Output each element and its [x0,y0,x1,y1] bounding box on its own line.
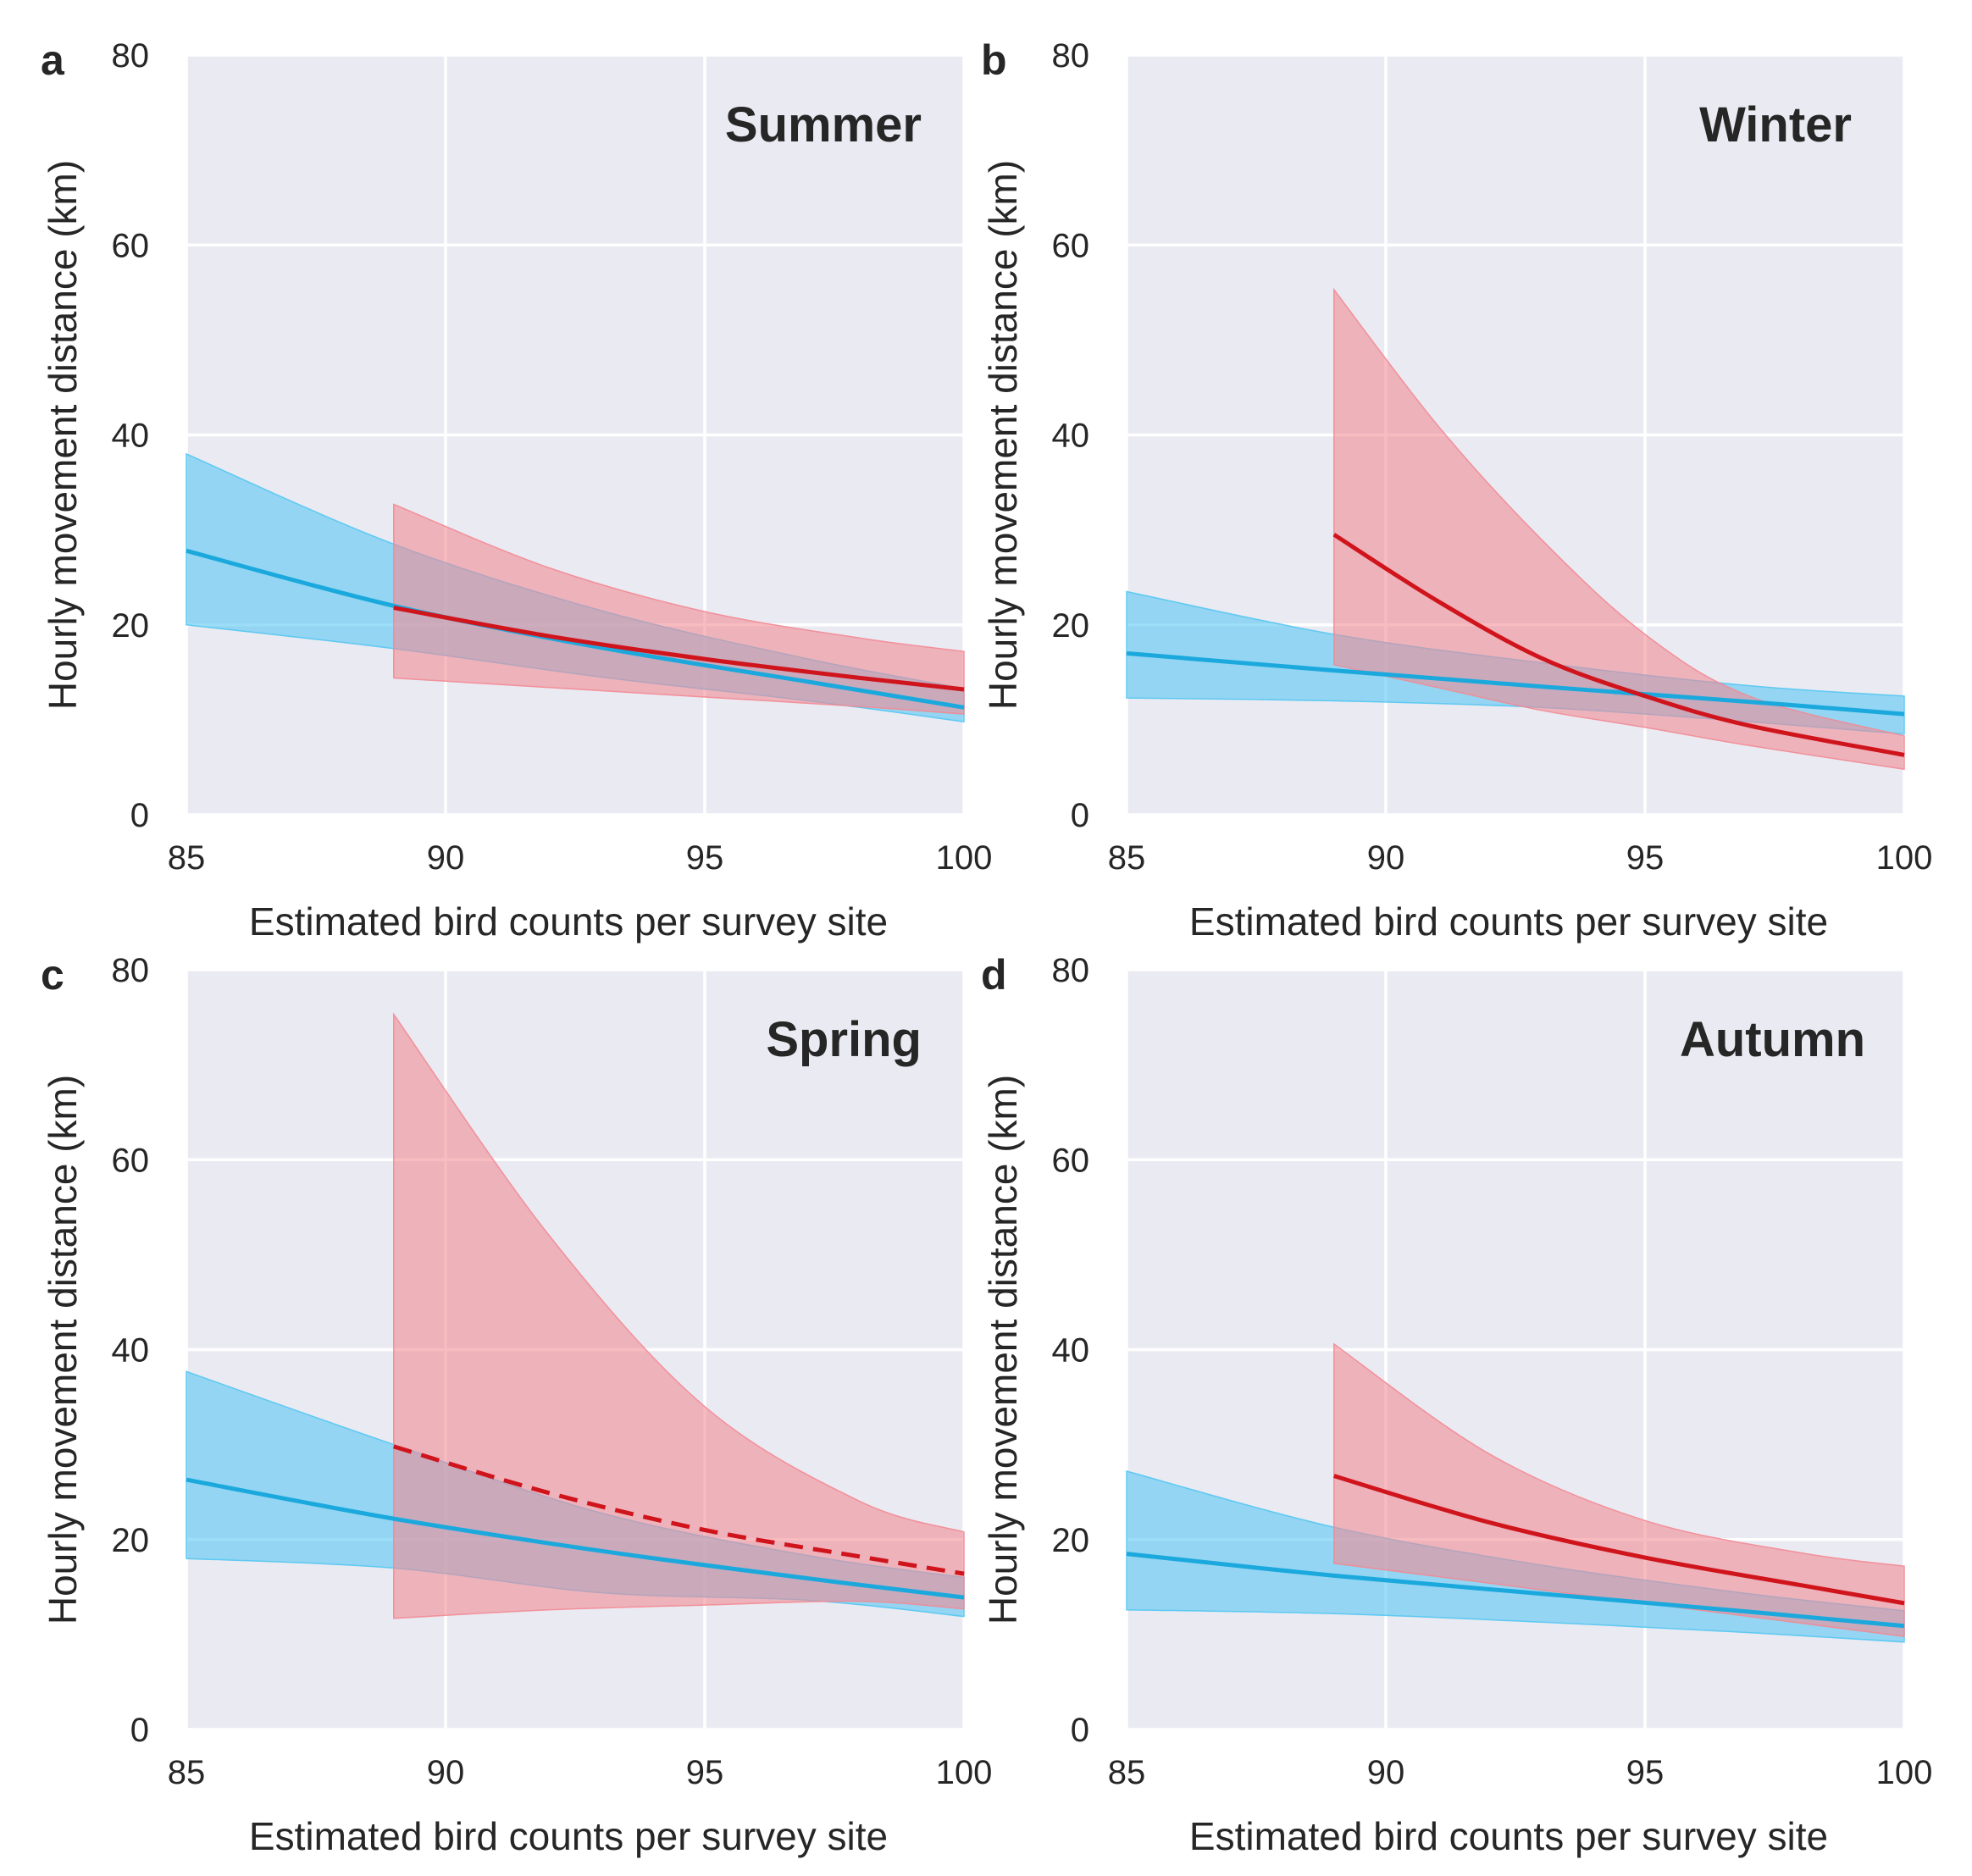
confidence-band-red [393,1012,965,1619]
series-line-red [1332,533,1905,757]
series-line-blue [186,1477,965,1600]
y-tick-label: 20 [112,1522,150,1559]
x-tick-label: 100 [1876,839,1933,877]
panel-letter: a [41,36,65,84]
x-axis-label: Estimated bird counts per survey site [249,899,888,944]
y-tick-label: 40 [112,418,150,455]
y-tick-label: 40 [1052,418,1090,455]
y-tick-label: 0 [1071,797,1089,834]
confidence-band-red [393,503,965,715]
panel-c: 85 90 95 100 0 20 40 60 80 Estimated bird counts … [41,951,992,1858]
series-line-red [393,1444,965,1576]
x-tick-label: 90 [427,1754,465,1791]
y-axis-label: Hourly movement distance (km) [981,160,1025,710]
y-tick-label: 80 [112,37,150,75]
x-tick-label: 95 [686,839,724,877]
panel-a: 85 90 95 100 0 20 40 60 80 Estimated bird counts … [41,36,992,944]
x-tick-label: 85 [168,1754,206,1791]
y-tick-label: 60 [112,227,150,264]
panel-d: 85 90 95 100 0 20 40 60 80 Estimated bird counts … [981,951,1932,1858]
y-tick-label: 80 [1052,952,1090,989]
series-line-blue [1126,650,1905,717]
y-tick-label: 0 [1071,1712,1089,1749]
x-tick-label: 100 [1876,1754,1933,1791]
x-axis-label: Estimated bird counts per survey site [1189,899,1828,944]
series-line-red [1333,1474,1905,1606]
y-tick-label: 80 [112,952,150,989]
x-tick-label: 95 [1626,1754,1665,1791]
x-tick-label: 95 [1626,839,1665,877]
season-title: Winter [1699,97,1852,152]
panel-letter: d [981,951,1007,999]
y-tick-label: 20 [1052,607,1090,645]
x-tick-label: 90 [427,839,465,877]
x-axis-label: Estimated bird counts per survey site [249,1814,888,1858]
panel-b: 85 90 95 100 0 20 40 60 80 Estimated bird counts … [981,36,1932,944]
y-tick-label: 40 [112,1332,150,1370]
confidence-band-red [1333,287,1905,771]
y-tick-label: 60 [112,1142,150,1179]
y-tick-label: 20 [112,607,150,645]
series-line-blue [186,548,965,710]
x-tick-label: 90 [1367,1754,1405,1791]
x-tick-label: 100 [936,839,993,877]
y-tick-label: 40 [1052,1332,1090,1370]
x-tick-label: 85 [168,839,206,877]
panel-letter: c [41,951,64,999]
y-tick-label: 0 [130,797,149,834]
y-axis-label: Hourly movement distance (km) [41,1075,85,1624]
y-tick-label: 0 [130,1712,149,1749]
y-tick-label: 20 [1052,1522,1090,1559]
series-line-blue [1126,1552,1905,1629]
confidence-band-red [1333,1342,1905,1637]
y-axis-label: Hourly movement distance (km) [981,1075,1025,1624]
x-tick-label: 90 [1367,839,1405,877]
series-line-red [393,606,965,692]
x-tick-label: 95 [686,1754,724,1791]
panel-letter: b [981,36,1007,84]
x-tick-label: 100 [936,1754,993,1791]
y-tick-label: 80 [1052,37,1090,75]
season-title: Autumn [1680,1012,1865,1067]
x-tick-label: 85 [1108,839,1146,877]
season-title: Spring [766,1012,922,1067]
season-title: Summer [725,97,922,152]
x-tick-label: 85 [1108,1754,1146,1791]
y-tick-label: 60 [1052,1142,1090,1179]
y-axis-label: Hourly movement distance (km) [41,160,85,710]
x-axis-label: Estimated bird counts per survey site [1189,1814,1828,1858]
y-tick-label: 60 [1052,227,1090,264]
